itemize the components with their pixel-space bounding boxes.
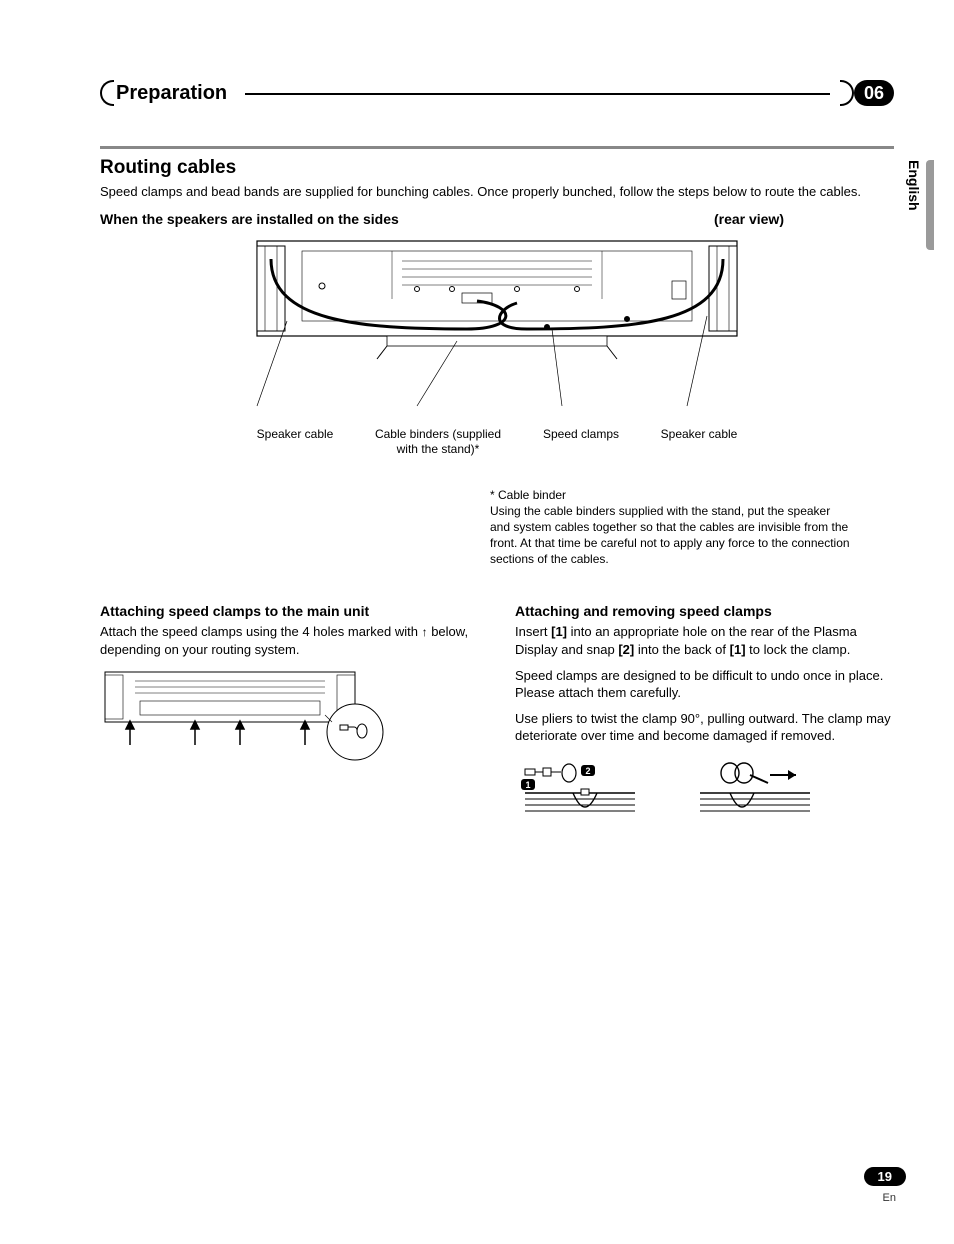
chapter-number: 06: [854, 80, 894, 106]
left-col-para: Attach the speed clamps using the 4 hole…: [100, 623, 479, 658]
note-body: Using the cable binders supplied with th…: [490, 503, 850, 568]
page-language-code: En: [883, 1192, 896, 1204]
cable-binder-note: * Cable binder Using the cable binders s…: [490, 487, 850, 568]
right-column: Attaching and removing speed clamps Inse…: [515, 603, 894, 832]
right-col-heading: Attaching and removing speed clamps: [515, 603, 894, 619]
language-tab: English: [906, 160, 934, 270]
diagram-heading-row: When the speakers are installed on the s…: [100, 211, 894, 227]
chapter-number-wrap: 06: [830, 80, 894, 106]
left-col-heading: Attaching speed clamps to the main unit: [100, 603, 479, 619]
chapter-title-wrap: Preparation: [100, 80, 245, 106]
note-title: * Cable binder: [490, 487, 850, 503]
svg-text:2: 2: [585, 766, 590, 776]
chapter-bar: Preparation 06: [100, 80, 894, 106]
right-col-p1: Insert [1] into an appropriate hole on t…: [515, 623, 894, 658]
label-cable-binders: Cable binders (supplied with the stand)*: [368, 427, 508, 457]
diagram-heading-left: When the speakers are installed on the s…: [100, 211, 399, 227]
language-tab-bar: [926, 160, 934, 250]
chapter-title: Preparation: [114, 82, 235, 105]
left-column: Attaching speed clamps to the main unit …: [100, 603, 479, 832]
section-rule: [100, 146, 894, 149]
section-intro: Speed clamps and bead bands are supplied…: [100, 183, 894, 201]
diagram-heading-right: (rear view): [714, 211, 784, 227]
right-col-p3: Use pliers to twist the clamp 90°, pulli…: [515, 710, 894, 745]
label-speaker-cable-left: Speaker cable: [250, 427, 340, 457]
diagram-labels: Speaker cable Cable binders (supplied wi…: [100, 427, 894, 457]
right-col-p2: Speed clamps are designed to be difficul…: [515, 667, 894, 702]
section-title: Routing cables: [100, 157, 894, 179]
clamp-holes-diagram: [100, 667, 400, 762]
svg-text:1: 1: [525, 780, 530, 790]
speed-clamp-diagram: 2 1: [515, 753, 835, 833]
label-speaker-cable-right: Speaker cable: [654, 427, 744, 457]
chapter-cap-right: [840, 80, 854, 106]
label-speed-clamps: Speed clamps: [536, 427, 626, 457]
page-number: 19: [864, 1167, 906, 1186]
language-label: English: [906, 160, 922, 211]
chapter-cap-left: [100, 80, 114, 106]
rear-view-diagram: [217, 231, 777, 421]
